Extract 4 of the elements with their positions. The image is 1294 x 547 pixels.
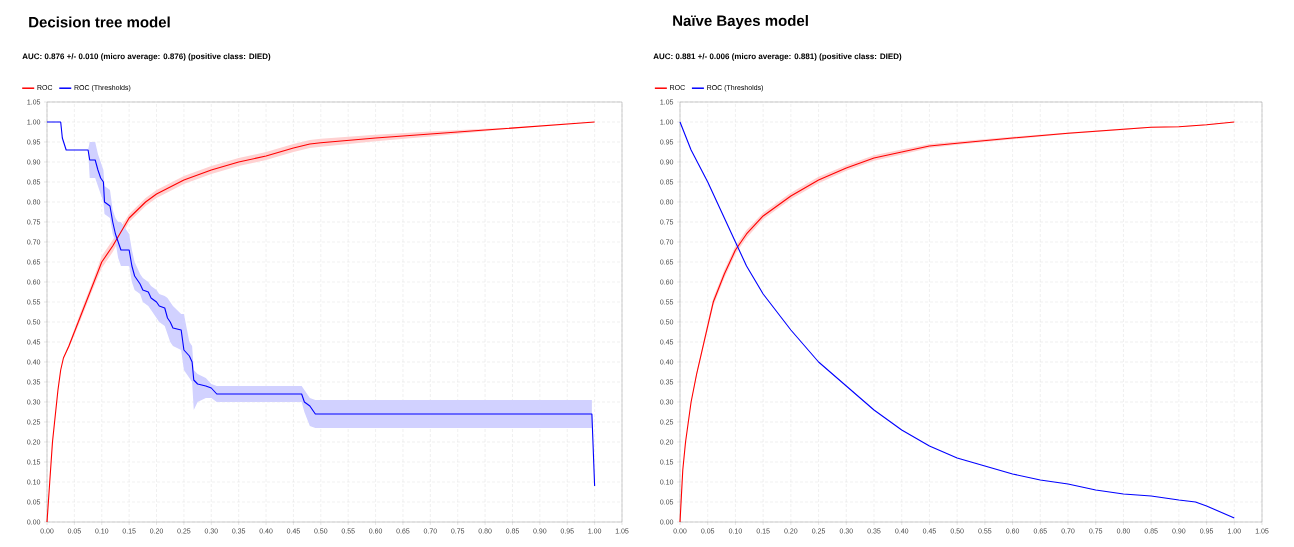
chart-title: Decision tree model: [29, 16, 170, 28]
chart-subtitle: AUC: 0.881 +/- 0.006 (micro average: 0.881) (positive class: DIED): [653, 53, 902, 61]
chart-subtitle: AUC: 0.876 +/- 0.010 (micro average: 0.876) (positive class: DIED): [22, 53, 271, 61]
chart-title: Naïve Bayes model: [673, 15, 808, 29]
